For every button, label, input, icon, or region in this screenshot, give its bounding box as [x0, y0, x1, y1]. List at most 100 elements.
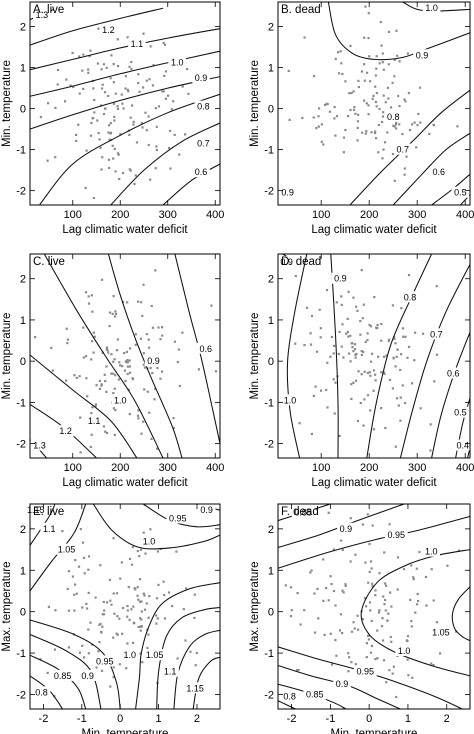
scatter-point: [325, 289, 329, 292]
contour-line: [349, 89, 470, 205]
scatter-point: [154, 167, 157, 170]
scatter-point: [156, 617, 159, 620]
scatter-point: [388, 669, 391, 672]
scatter-point: [118, 177, 121, 181]
scatter-point: [317, 125, 320, 128]
scatter-point: [109, 685, 112, 688]
scatter-point: [382, 94, 385, 97]
scatter-point: [82, 53, 85, 56]
scatter-point: [128, 557, 132, 560]
scatter-point: [350, 91, 353, 95]
contour-label: 0.9: [195, 73, 208, 83]
scatter-point: [77, 565, 81, 568]
scatter-point: [101, 156, 104, 159]
scatter-point: [333, 117, 336, 120]
scatter-point: [400, 353, 403, 356]
contour-line: [278, 700, 296, 709]
scatter-point: [156, 366, 159, 370]
scatter-point: [407, 274, 411, 277]
contour-labels: 1.0 0.9 0.8 0.7 0.6 0.5 0.9: [278, 2, 470, 198]
scatter-point: [373, 296, 376, 299]
x-tick-label: 400: [456, 209, 474, 221]
scatter-point: [91, 117, 94, 120]
contour-label: 1.0: [171, 58, 184, 68]
scatter-point: [374, 373, 377, 376]
scatter-point: [363, 597, 367, 600]
scatter-point: [157, 105, 161, 108]
scatter-point: [39, 116, 42, 119]
scatter-point: [81, 69, 84, 72]
scatter-point: [56, 68, 60, 72]
scatter-point: [397, 404, 400, 407]
scatter-point: [78, 375, 81, 378]
scatter-point: [107, 351, 110, 354]
scatter-point: [117, 65, 120, 68]
scatter-point: [435, 285, 438, 288]
scatter-point: [54, 609, 57, 612]
scatter-point: [131, 546, 135, 549]
scatter-point: [406, 52, 409, 55]
scatter-point: [341, 323, 344, 326]
scatter-point: [303, 36, 306, 39]
scatter-point: [325, 587, 328, 590]
y-axis-label: Min. temperature: [249, 313, 261, 400]
y-tick-label: 1: [268, 315, 274, 327]
scatter-point: [354, 353, 357, 356]
scatter-point: [381, 61, 384, 64]
scatter-point: [313, 631, 317, 634]
scatter-point: [394, 342, 397, 345]
panel-5: 1.151.11.051.00.950.90.80.85 0.90.951.0 1.…: [1, 503, 221, 734]
contour-label: 1.15: [27, 505, 45, 515]
scatter-point: [176, 361, 179, 364]
scatter-point: [416, 603, 419, 606]
scatter-point: [112, 360, 115, 363]
scatter-point: [112, 676, 115, 679]
scatter-point: [284, 584, 287, 587]
scatter-point: [320, 123, 323, 126]
scatter-point: [318, 107, 321, 110]
contour-line: [135, 582, 220, 709]
scatter-point: [90, 294, 93, 297]
scatter-point: [383, 355, 386, 358]
scatter-point: [375, 92, 378, 95]
contour-label: 1.0: [143, 536, 156, 546]
scatter-point: [370, 644, 374, 648]
scatter-point: [309, 571, 312, 574]
y-tick-label: -1: [16, 648, 26, 660]
scatter-point: [396, 588, 399, 591]
contour-line: [173, 629, 220, 709]
scatter-point: [167, 94, 170, 97]
scatter-point: [115, 592, 119, 595]
scatter-point: [83, 656, 86, 659]
scatter-point: [369, 409, 372, 412]
scatter-point: [148, 411, 151, 414]
x-tick-label: 200: [111, 462, 129, 474]
scatter-point: [405, 639, 408, 642]
scatter-point: [92, 87, 95, 90]
scatter-point: [419, 121, 422, 124]
scatter-point: [319, 336, 322, 339]
scatter-point: [360, 353, 363, 357]
scatter-point: [374, 589, 377, 592]
scatter-point: [399, 419, 402, 422]
scatter-point: [361, 131, 364, 134]
scatter-point: [155, 148, 158, 152]
scatter-point: [87, 555, 91, 558]
scatter-point: [439, 652, 442, 655]
plot-frame: [277, 253, 471, 459]
scatter-point: [347, 670, 350, 673]
scatter-point: [102, 600, 105, 603]
scatter-point: [129, 116, 132, 119]
scatter-point: [370, 560, 373, 563]
y-tick-label: 2: [20, 22, 26, 34]
scatter-point: [116, 338, 119, 341]
scatter-point: [422, 332, 425, 335]
scatter-point: [118, 617, 121, 620]
scatter-point: [289, 586, 293, 589]
x-tick-label: -1: [77, 713, 87, 725]
scatter-point: [310, 314, 314, 317]
scatter-point: [346, 317, 349, 320]
plot-frame: [277, 1, 471, 206]
contour-label: 0.8: [35, 687, 48, 697]
scatter-point: [287, 69, 290, 72]
